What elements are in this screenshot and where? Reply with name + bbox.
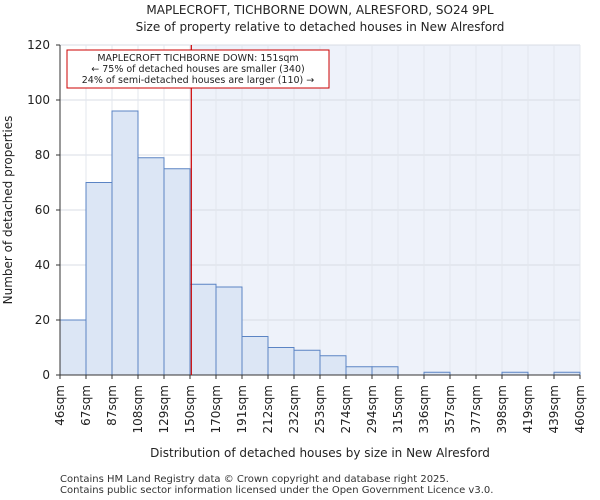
bar (85, 182, 113, 376)
bar (137, 157, 165, 376)
x-axis-label: Distribution of detached houses by size … (150, 446, 490, 460)
x-tick-label: 357sqm (443, 385, 457, 433)
x-tick-label: 129sqm (157, 385, 171, 433)
bar (215, 286, 243, 376)
y-tick-label: 80 (35, 148, 50, 162)
bar (59, 319, 87, 376)
bar (267, 347, 295, 376)
bar (319, 355, 347, 376)
annotation-box (66, 49, 330, 89)
bar (189, 283, 217, 376)
y-tick-label: 0 (42, 368, 50, 382)
x-tick-label: 212sqm (261, 385, 275, 433)
y-axis-label: Number of detached properties (1, 116, 15, 305)
y-tick-label: 20 (35, 313, 50, 327)
x-tick-label: 419sqm (521, 385, 535, 433)
y-tick-label: 100 (27, 93, 50, 107)
bar (293, 349, 321, 376)
chart-title-line1: MAPLECROFT, TICHBORNE DOWN, ALRESFORD, S… (146, 3, 493, 17)
y-tick-label: 40 (35, 258, 50, 272)
bar (241, 336, 269, 376)
x-tick-label: 439sqm (547, 385, 561, 433)
x-tick-label: 274sqm (339, 385, 353, 433)
footer-copyright: Contains HM Land Registry data © Crown c… (60, 474, 449, 485)
footer-licence: Contains public sector information licen… (60, 485, 494, 496)
x-tick-label: 108sqm (131, 385, 145, 433)
annotation-line-2: ← 75% of detached houses are smaller (34… (91, 64, 304, 75)
annotation-line-3: 24% of semi-detached houses are larger (… (82, 75, 315, 86)
x-tick-label: 170sqm (209, 385, 223, 433)
y-tick-label: 120 (27, 38, 50, 52)
bar (345, 366, 373, 376)
x-tick-label: 150sqm (183, 385, 197, 433)
x-tick-label: 294sqm (365, 385, 379, 433)
x-tick-label: 191sqm (235, 385, 249, 433)
x-tick-label: 232sqm (287, 385, 301, 433)
x-tick-label: 460sqm (573, 385, 587, 433)
annotation-line-1: MAPLECROFT TICHBORNE DOWN: 151sqm (97, 53, 298, 64)
x-tick-label: 67sqm (79, 385, 93, 426)
x-tick-label: 398sqm (495, 385, 509, 433)
x-tick-label: 46sqm (53, 385, 67, 426)
bar (163, 168, 191, 376)
bar (111, 110, 139, 376)
chart-title-line2: Size of property relative to detached ho… (136, 20, 505, 34)
x-tick-label: 336sqm (417, 385, 431, 433)
x-tick-label: 253sqm (313, 385, 327, 433)
x-tick-label: 87sqm (105, 385, 119, 426)
y-tick-label: 60 (35, 203, 50, 217)
bar (371, 366, 399, 376)
x-tick-label: 315sqm (391, 385, 405, 433)
x-tick-label: 377sqm (469, 385, 483, 433)
plot-area: 0 20 40 60 80 100 120 46sqm 67sqm 87sqm 108sqm 129s… (27, 38, 587, 433)
